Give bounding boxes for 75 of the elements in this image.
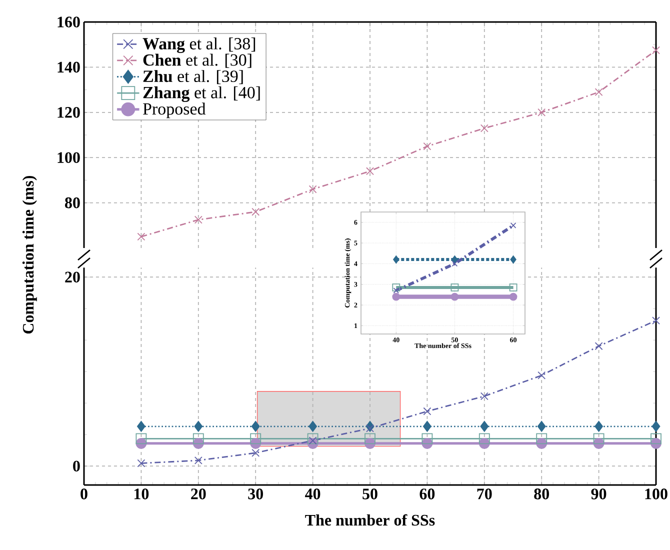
- point: [509, 292, 518, 301]
- y-tick-label: 0: [73, 460, 80, 472]
- point: [364, 433, 376, 444]
- legend-label: Zhang et al. [40]: [143, 86, 260, 102]
- point: [308, 420, 317, 432]
- point: [192, 433, 204, 444]
- y-tick-label: 80: [65, 197, 80, 208]
- x-tick-label: 80: [534, 488, 549, 500]
- point: [510, 256, 516, 264]
- legend-label: Wang et al. [38]: [142, 38, 256, 54]
- point: [308, 436, 317, 445]
- point: [308, 185, 317, 194]
- x-tick-label: 50: [362, 488, 378, 500]
- x-tick-label: 100: [645, 488, 668, 500]
- point: [393, 256, 400, 264]
- legend-label: Proposed: [143, 102, 206, 118]
- x-tick-label: 40: [305, 488, 320, 500]
- point: [450, 284, 459, 292]
- point: [509, 284, 518, 292]
- point: [137, 232, 146, 241]
- point: [650, 433, 662, 444]
- x-tick-label: 10: [134, 488, 149, 500]
- point: [594, 342, 603, 350]
- point: [594, 88, 603, 96]
- x-tick-label: 90: [591, 488, 606, 500]
- x-axis-title: The number of SSs: [305, 514, 435, 526]
- point: [194, 420, 203, 432]
- y-tick-label: 160: [58, 16, 80, 28]
- point: [422, 433, 433, 444]
- point: [250, 433, 262, 444]
- point: [423, 407, 432, 416]
- point: [480, 392, 488, 400]
- y-tick-label: 20: [65, 272, 80, 282]
- point: [593, 433, 604, 444]
- point: [137, 420, 146, 432]
- point: [366, 424, 374, 432]
- point: [136, 433, 147, 444]
- point: [423, 142, 432, 150]
- point: [366, 167, 374, 176]
- x-tick-label: 30: [248, 488, 263, 500]
- x-tick-label: 20: [191, 488, 206, 500]
- y-axis-title: Computation time (ms): [22, 176, 37, 334]
- point: [194, 216, 202, 224]
- point: [510, 222, 516, 228]
- point: [137, 459, 146, 468]
- point: [194, 456, 202, 464]
- point: [452, 256, 458, 264]
- point: [594, 420, 603, 432]
- legend-label: Chen et al. [30]: [143, 54, 252, 68]
- point: [393, 288, 400, 294]
- point: [480, 124, 488, 132]
- legend-label: Zhu et al. [39]: [143, 70, 243, 84]
- point: [480, 420, 489, 432]
- x-tick-label: 0: [80, 488, 88, 500]
- point: [392, 284, 400, 292]
- point: [423, 420, 432, 432]
- point: [538, 371, 546, 380]
- point: [538, 108, 546, 116]
- point: [478, 433, 490, 444]
- point: [252, 208, 260, 216]
- y-tick-label: 100: [58, 152, 80, 163]
- y-tick-label: 140: [58, 62, 80, 73]
- point: [537, 420, 546, 432]
- point: [536, 433, 548, 444]
- point: [450, 292, 459, 301]
- x-tick-label: 70: [477, 488, 492, 500]
- point: [392, 292, 400, 301]
- point: [452, 260, 458, 267]
- point: [652, 316, 660, 325]
- point: [252, 448, 260, 457]
- point: [652, 46, 660, 54]
- x-tick-label: 60: [420, 488, 435, 500]
- y-tick-label: 120: [58, 107, 80, 118]
- point: [307, 433, 318, 444]
- point: [251, 420, 260, 432]
